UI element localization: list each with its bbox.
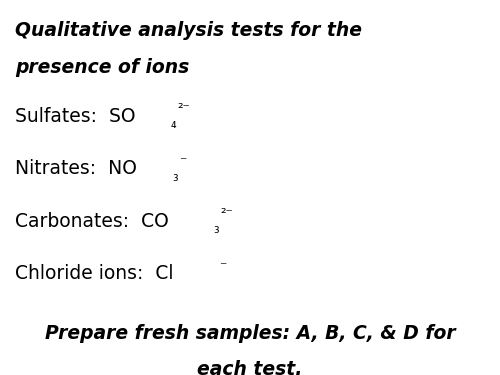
Text: Carbonates:  CO: Carbonates: CO: [15, 212, 169, 231]
Text: ₃: ₃: [214, 222, 219, 236]
Text: ⁻: ⁻: [180, 155, 187, 169]
Text: Sulfates:  SO: Sulfates: SO: [15, 107, 136, 126]
Text: Prepare fresh samples: A, B, C, & D for: Prepare fresh samples: A, B, C, & D for: [44, 324, 456, 344]
Text: each test.: each test.: [198, 360, 302, 375]
Text: Nitrates:  NO: Nitrates: NO: [15, 159, 137, 178]
Text: ₃: ₃: [172, 170, 178, 184]
Text: ₄: ₄: [170, 117, 176, 131]
Text: presence of ions: presence of ions: [15, 58, 189, 77]
Text: ²⁻: ²⁻: [178, 102, 190, 116]
Text: Chloride ions:  Cl: Chloride ions: Cl: [15, 264, 173, 284]
Text: ⁻: ⁻: [220, 260, 227, 274]
Text: Qualitative analysis tests for the: Qualitative analysis tests for the: [15, 21, 362, 40]
Text: ²⁻: ²⁻: [220, 207, 234, 221]
